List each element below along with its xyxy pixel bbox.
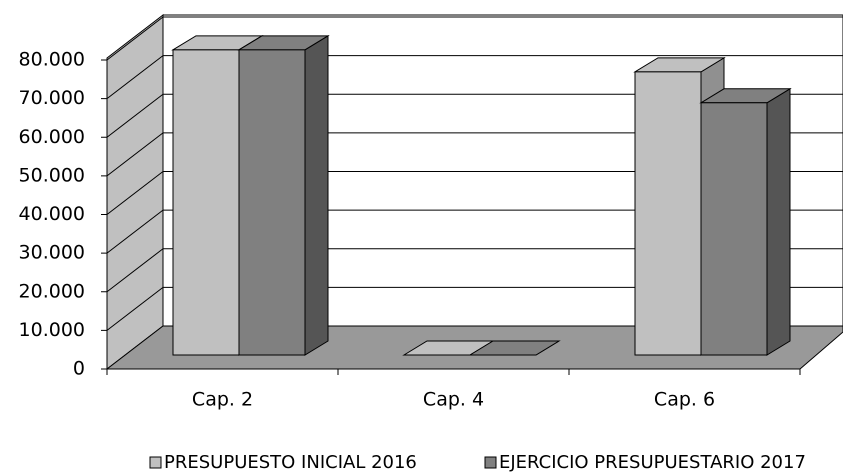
y-tick-label: 70.000 — [19, 87, 85, 109]
grid-line — [106, 286, 164, 331]
x-tick-label: Cap. 6 — [654, 389, 715, 411]
bar — [172, 49, 240, 356]
legend-swatch — [484, 456, 497, 469]
legend-swatch — [149, 456, 162, 469]
grid-line — [106, 55, 164, 100]
grid-line — [106, 132, 164, 177]
y-tick-label: 10.000 — [19, 319, 85, 341]
x-tick-label: Cap. 4 — [423, 389, 484, 411]
bar — [700, 102, 768, 356]
grid-line — [106, 209, 164, 254]
y-tick-label: 30.000 — [19, 242, 85, 264]
grid-line — [106, 93, 164, 138]
legend-label: PRESUPUESTO INICIAL 2016 — [164, 452, 417, 472]
bar-side — [766, 87, 791, 356]
x-tick-label: Cap. 2 — [192, 389, 253, 411]
grid-line — [106, 248, 164, 293]
bar — [238, 49, 306, 356]
y-tick-label: 0 — [73, 358, 85, 380]
y-tick-label: 20.000 — [19, 280, 85, 302]
y-tick-label: 60.000 — [19, 126, 85, 148]
grid-line — [106, 16, 164, 61]
bar-top — [468, 340, 561, 356]
grid-line — [106, 171, 164, 215]
y-tick-label: 50.000 — [19, 164, 85, 186]
bar-side — [304, 34, 329, 356]
legend-label: EJERCICIO PRESUPUESTARIO 2017 — [499, 452, 806, 472]
left-wall — [106, 13, 164, 371]
y-tick-label: 80.000 — [19, 49, 85, 71]
bar — [634, 71, 702, 356]
y-tick-label: 40.000 — [19, 203, 85, 225]
